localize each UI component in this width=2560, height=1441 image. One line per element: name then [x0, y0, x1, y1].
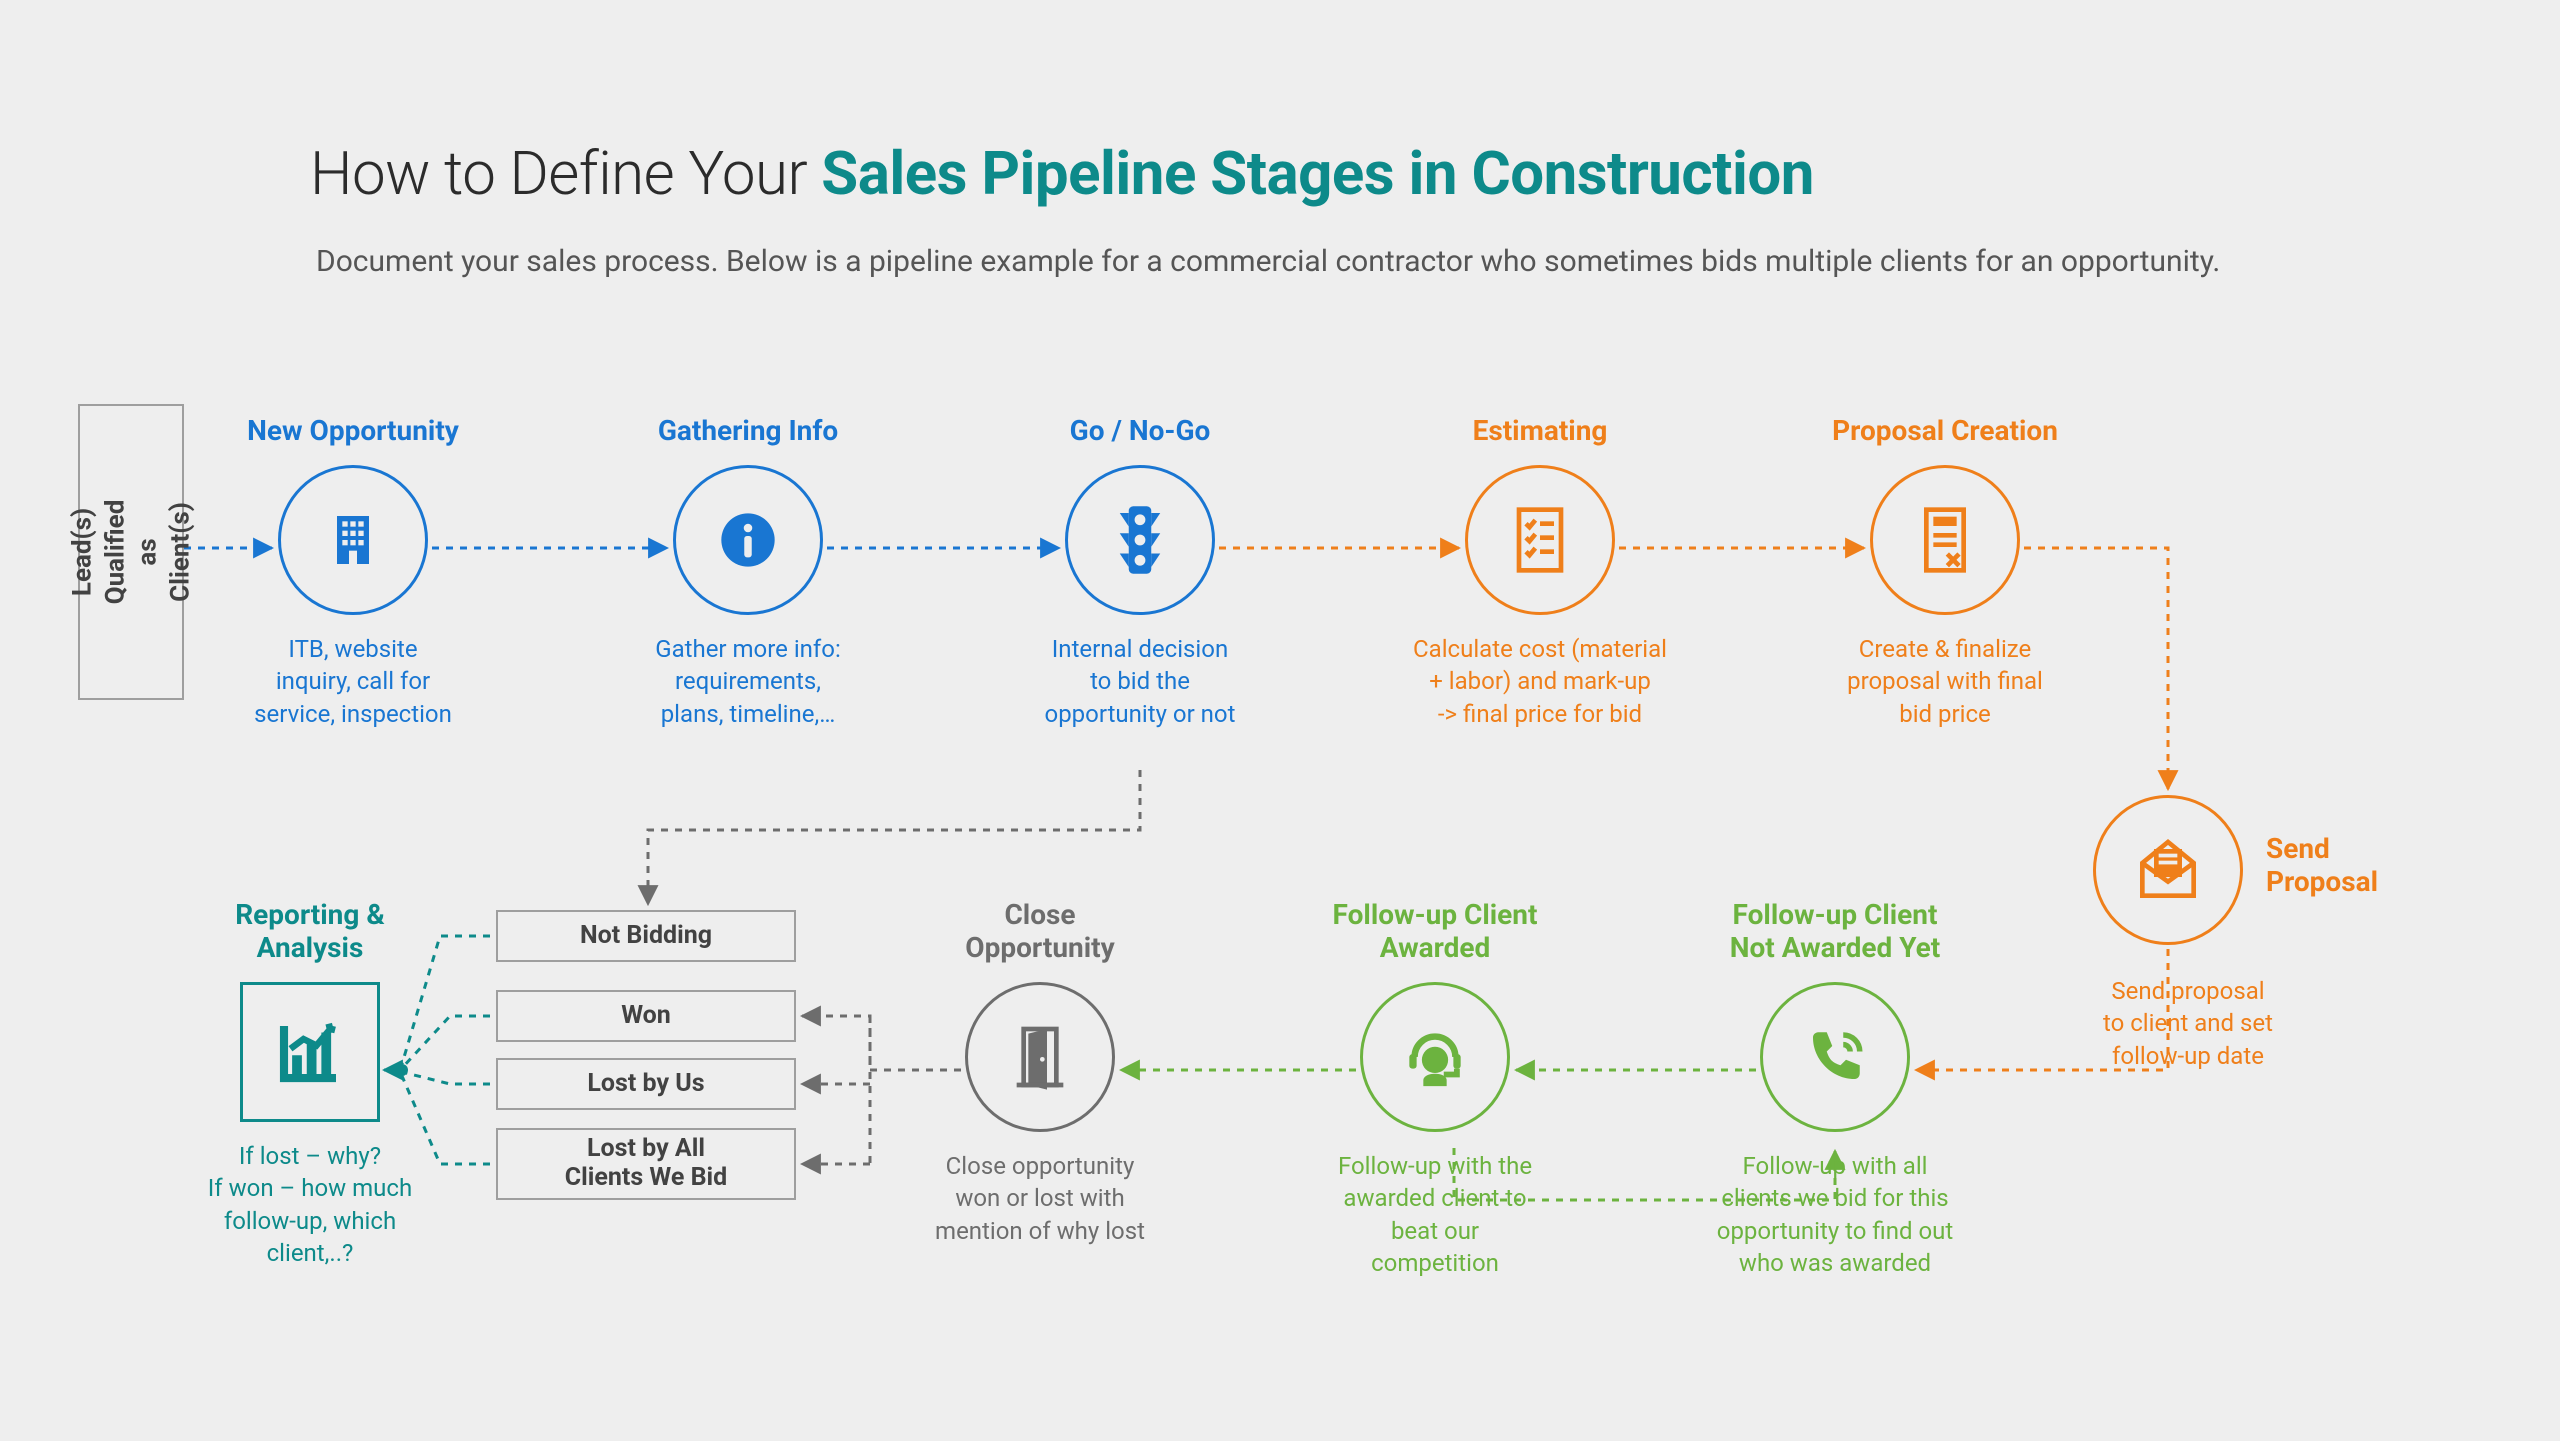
- diagram-canvas: How to Define Your Sales Pipeline Stages…: [0, 0, 2560, 1441]
- outcome-lost-by-us: Lost by Us: [496, 1058, 796, 1110]
- stage-followup-not-awarded: Follow-up Client Not Awarded Yet Follow-…: [1685, 898, 1985, 1280]
- outcome-not-bidding: Not Bidding: [496, 910, 796, 962]
- stage-reporting-analysis: Reporting & Analysis If lost – why? If w…: [180, 898, 440, 1270]
- stage-title: Reporting & Analysis: [180, 898, 440, 964]
- page-title: How to Define Your Sales Pipeline Stages…: [310, 138, 1814, 209]
- stage-go-nogo: Go / No-Go Internal decision to bid the …: [1000, 414, 1280, 730]
- outcome-lost-all: Lost by All Clients We Bid: [496, 1128, 796, 1200]
- stage-new-opportunity: New Opportunity ITB, website inquiry, ca…: [213, 414, 493, 730]
- traffic-icon: [1065, 465, 1215, 615]
- headset-icon: [1360, 982, 1510, 1132]
- stage-title: New Opportunity: [213, 414, 493, 447]
- envelope-icon: [2093, 795, 2243, 945]
- stage-followup-awarded: Follow-up Client Awarded Follow-up with …: [1285, 898, 1585, 1280]
- stage-desc: Calculate cost (material + labor) and ma…: [1400, 633, 1680, 730]
- page-subtitle: Document your sales process. Below is a …: [316, 244, 2220, 279]
- chart-icon: [240, 982, 380, 1122]
- stage-title: Follow-up Client Awarded: [1285, 898, 1585, 964]
- phone-icon: [1760, 982, 1910, 1132]
- stage-desc: ITB, website inquiry, call for service, …: [213, 633, 493, 730]
- stage-desc: Close opportunity won or lost with menti…: [890, 1150, 1190, 1247]
- stage-title: Proposal Creation: [1805, 414, 2085, 447]
- stage-estimating: Estimating Calculate cost (material + la…: [1400, 414, 1680, 730]
- stage-desc: Follow-up with the awarded client to bea…: [1285, 1150, 1585, 1280]
- building-icon: [278, 465, 428, 615]
- stage-desc: Create & finalize proposal with final bi…: [1805, 633, 2085, 730]
- lead-qualified-label: Lead(s) Qualified as Client(s): [66, 500, 196, 605]
- stage-title: Follow-up Client Not Awarded Yet: [1685, 898, 1985, 964]
- door-icon: [965, 982, 1115, 1132]
- stage-desc: Send proposal to client and set follow-u…: [2058, 975, 2318, 1072]
- stage-proposal-creation: Proposal Creation Create & finalize prop…: [1805, 414, 2085, 730]
- stage-title: Send Proposal: [2266, 832, 2378, 898]
- info-icon: [673, 465, 823, 615]
- checklist-icon: [1465, 465, 1615, 615]
- document-icon: [1870, 465, 2020, 615]
- stage-close-opportunity: Close Opportunity Close opportunity won …: [890, 898, 1190, 1247]
- stage-title: Go / No-Go: [1000, 414, 1280, 447]
- stage-send-proposal: [2093, 795, 2243, 945]
- outcome-won: Won: [496, 990, 796, 1042]
- stage-desc: Gather more info: requirements, plans, t…: [608, 633, 888, 730]
- stage-desc: If lost – why? If won – how much follow-…: [180, 1140, 440, 1270]
- stage-title: Estimating: [1400, 414, 1680, 447]
- stage-title: Gathering Info: [608, 414, 888, 447]
- stage-desc: Follow-up with all clients we bid for th…: [1685, 1150, 1985, 1280]
- stage-title: Close Opportunity: [890, 898, 1190, 964]
- stage-gathering-info: Gathering Info Gather more info: require…: [608, 414, 888, 730]
- lead-qualified-box: Lead(s) Qualified as Client(s): [78, 404, 184, 700]
- stage-desc: Internal decision to bid the opportunity…: [1000, 633, 1280, 730]
